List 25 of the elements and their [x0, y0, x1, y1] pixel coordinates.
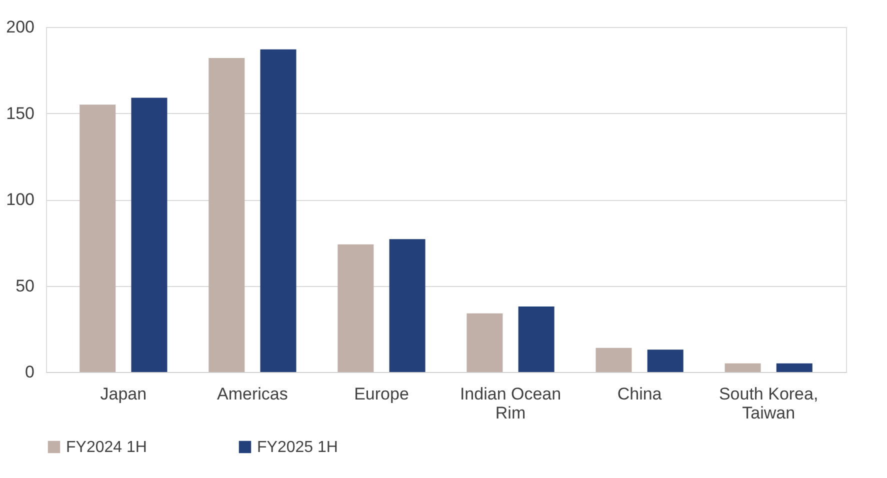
x-tick-label: China	[617, 384, 662, 404]
x-tick-label: South Korea, Taiwan	[718, 384, 818, 422]
x-tick-label: Americas	[217, 384, 288, 404]
bar	[389, 239, 426, 372]
legend-label: FY2025 1H	[257, 439, 338, 456]
legend-label: FY2024 1H	[66, 439, 147, 456]
bar	[724, 363, 761, 372]
bar	[80, 104, 116, 372]
y-tick-label: 100	[6, 190, 34, 209]
bar	[518, 306, 554, 372]
bar	[260, 49, 296, 372]
bar	[466, 313, 503, 372]
bar	[338, 244, 374, 372]
bar	[647, 350, 684, 372]
bar	[596, 348, 632, 372]
x-tick-label: Indian Ocean Rim	[460, 384, 562, 422]
x-tick-label: Europe	[354, 384, 409, 404]
y-tick-label: 150	[6, 104, 34, 123]
bar	[208, 58, 245, 372]
bar	[776, 363, 812, 372]
bar	[131, 98, 168, 372]
y-tick-label: 200	[6, 18, 34, 36]
y-tick-label: 0	[25, 362, 34, 382]
y-tick-label: 50	[16, 276, 34, 296]
x-tick-label: Japan	[100, 384, 147, 404]
